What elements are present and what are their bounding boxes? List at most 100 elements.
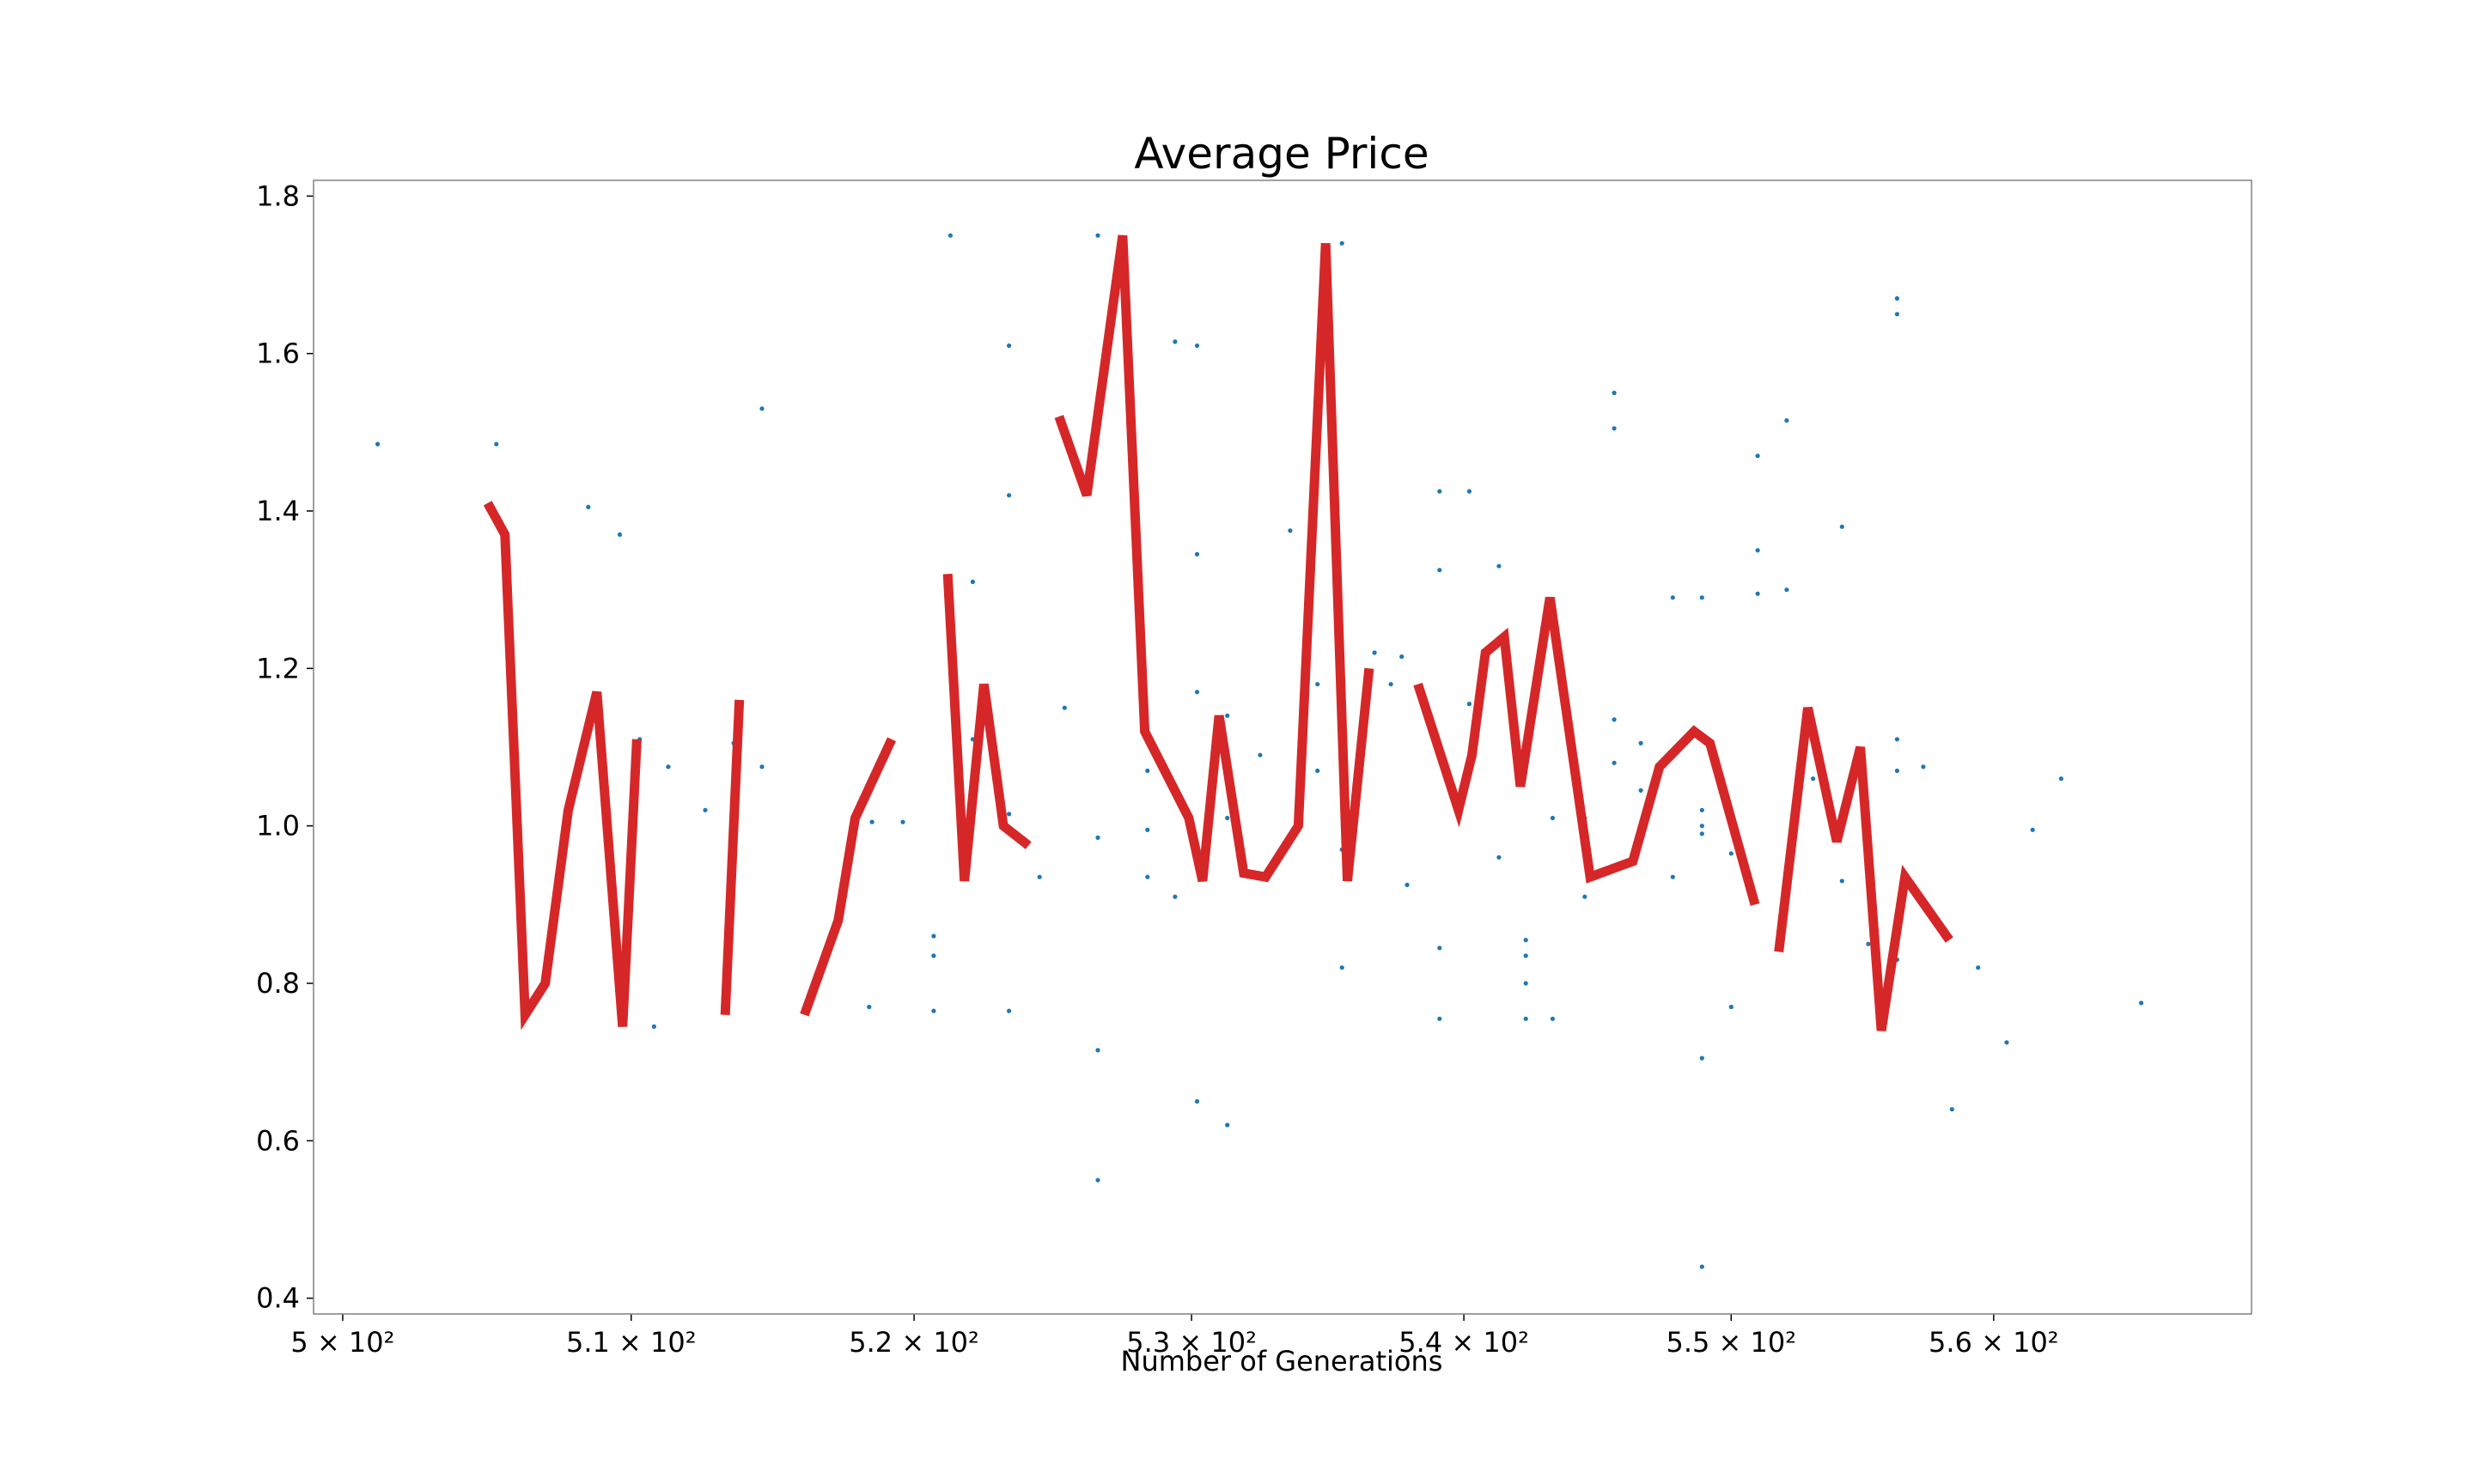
scatter-point-83 [1699,1264,1704,1269]
scatter-point-15 [931,953,936,958]
series-line-segment-2 [800,737,896,1017]
y-tick-label-0: 0.4 [256,1282,300,1315]
scatter-point-5 [651,1024,657,1029]
scatter-point-36 [1194,551,1200,557]
line-layer [483,234,1953,1031]
scatter-point-50 [1388,682,1393,687]
scatter-point-69 [1582,894,1587,899]
scatter-point-66 [1550,815,1555,821]
scatter-point-52 [1405,882,1410,887]
scatter-point-98 [1894,737,1899,742]
series-line-segment-1 [720,699,745,1015]
scatter-point-67 [1550,1016,1555,1021]
scatter-point-16 [931,1008,936,1013]
scatter-point-27 [1095,835,1100,841]
scatter-point-26 [1095,233,1100,238]
scatter-point-38 [1194,1098,1200,1104]
scatter-point-63 [1523,953,1528,958]
scatter-point-20 [1007,343,1012,349]
scatter-point-29 [1095,1177,1100,1183]
scatter-point-28 [1095,1048,1100,1053]
scatter-point-40 [1225,815,1230,821]
scatter-point-61 [1496,855,1502,860]
scatter-point-14 [931,934,936,939]
scatter-point-31 [1145,827,1150,832]
scatter-point-44 [1315,682,1320,687]
scatter-point-18 [970,579,975,585]
scatter-point-58 [1466,702,1472,707]
scatter-point-1 [494,441,499,447]
y-tick-label-1: 0.6 [256,1124,300,1157]
scatter-point-22 [1007,812,1012,817]
x-tick-label-3: 5.3 × 10² [1126,1326,1257,1359]
x-tick-label-2: 5.2 × 10² [849,1326,979,1359]
y-axis-ticks: 0.4 0.6 0.8 1.0 1.2 1.4 1.6 1.8 [256,179,314,1315]
scatter-point-96 [1894,295,1899,301]
scatter-point-32 [1145,874,1150,879]
scatter-point-23 [1007,1008,1012,1013]
x-tick-label-5: 5.5 × 10² [1666,1326,1796,1359]
scatter-point-42 [1258,752,1263,757]
scatter-point-35 [1194,343,1200,349]
scatter-point-92 [1839,524,1844,529]
scatter-point-87 [1755,548,1760,553]
scatter-point-33 [1173,339,1178,344]
scatter-point-10 [759,764,765,769]
scatter-point-85 [1728,1004,1734,1010]
scatter-point-17 [948,233,953,238]
scatter-point-24 [1037,874,1042,879]
scatter-point-46 [1339,240,1344,246]
scatter-point-86 [1755,453,1760,459]
scatter-point-64 [1523,981,1528,986]
scatter-point-82 [1699,1055,1704,1061]
scatter-point-34 [1173,894,1178,899]
series-line-segment-5 [1413,596,1760,906]
scatter-point-45 [1315,768,1320,774]
scatter-point-57 [1466,489,1472,494]
scatter-point-73 [1612,760,1617,765]
scatter-layer [375,233,2144,1269]
scatter-point-101 [1921,764,1926,769]
scatter-point-30 [1145,768,1150,774]
scatter-point-99 [1894,768,1899,774]
scatter-point-3 [617,532,623,538]
scatter-point-107 [2139,1000,2144,1006]
x-tick-label-4: 5.4 × 10² [1398,1326,1529,1359]
scatter-point-71 [1612,426,1617,431]
scatter-point-70 [1612,390,1617,396]
scatter-point-48 [1339,965,1344,970]
x-tick-label-0: 5 × 10² [290,1326,394,1359]
scatter-point-74 [1638,740,1643,746]
scatter-point-72 [1612,717,1617,722]
y-tick-label-5: 1.4 [256,495,300,527]
chart-title: Average Price [1134,129,1429,179]
scatter-point-9 [759,406,765,411]
scatter-point-54 [1437,568,1442,573]
scatter-point-97 [1894,312,1899,317]
x-axis-label: Number of Generations [1121,1345,1443,1378]
scatter-point-79 [1699,807,1704,812]
scatter-point-89 [1784,418,1789,423]
scatter-point-56 [1437,1016,1442,1021]
y-tick-label-2: 0.8 [256,967,300,1000]
scatter-point-62 [1523,938,1528,943]
scatter-point-78 [1699,595,1704,600]
scatter-point-51 [1399,654,1405,660]
scatter-point-0 [375,441,381,447]
scatter-point-60 [1496,563,1502,569]
y-tick-label-7: 1.8 [256,179,300,212]
scatter-point-25 [1062,705,1067,710]
scatter-point-75 [1638,788,1643,794]
series-line-segment-3 [942,574,1032,882]
scatter-point-88 [1755,591,1760,596]
scatter-point-21 [1007,493,1012,498]
y-tick-label-4: 1.2 [256,652,300,684]
scatter-point-103 [1976,965,1981,970]
scatter-point-102 [1949,1107,1954,1112]
scatter-point-105 [2030,827,2035,832]
series-line-segment-4 [1054,234,1374,883]
scatter-point-11 [867,1004,872,1010]
scatter-point-2 [586,504,591,510]
x-tick-label-6: 5.6 × 10² [1929,1326,2059,1359]
